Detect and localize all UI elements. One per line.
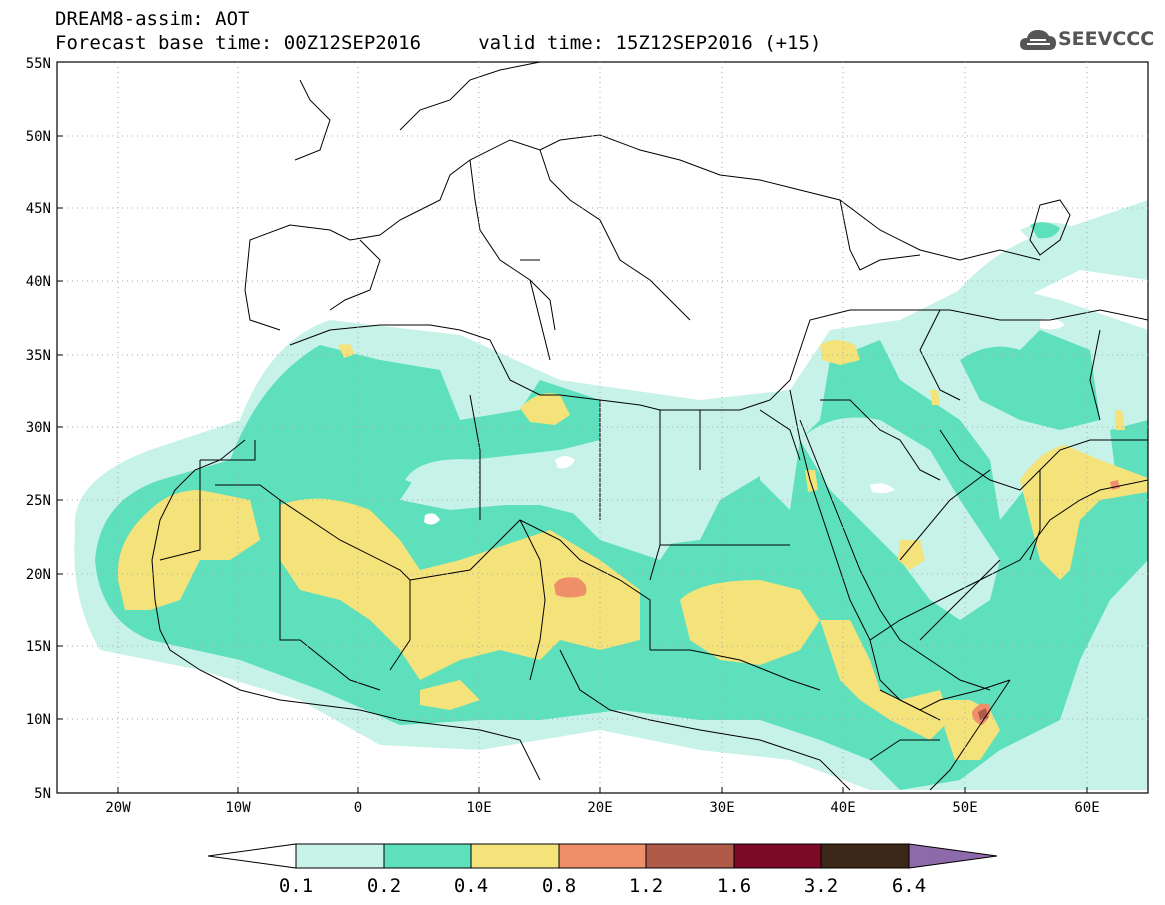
map-title: DREAM8-assim: AOT (55, 8, 250, 30)
lat-label: 35N (26, 348, 51, 364)
cloud-logo-icon (1020, 30, 1056, 50)
colorbar-swatch (470, 843, 560, 869)
lat-label: 5N (34, 786, 51, 802)
colorbar-swatch (383, 843, 472, 869)
aot-band-0.4-0.8 (117, 340, 1148, 760)
seevccc-logo-text: SEEVCCC (1058, 28, 1155, 50)
axis-ticks (57, 135, 1088, 793)
longitude-labels: 20W 10W 0 10E 20E 30E 40E 50E 60E (105, 800, 1099, 816)
colorbar-label: 1.2 (629, 875, 663, 897)
lat-label: 55N (26, 56, 51, 72)
lat-label: 45N (26, 201, 51, 217)
colorbar-swatch (645, 843, 735, 869)
lat-label: 25N (26, 493, 51, 509)
lon-label: 30E (709, 800, 734, 816)
colorbar-swatch (295, 843, 385, 869)
lon-label: 0 (354, 800, 362, 816)
lon-label: 10W (225, 800, 251, 816)
colorbar-label: 0.8 (542, 875, 576, 897)
latitude-labels: 55N 50N 45N 40N 35N 30N 25N 20N 15N 10N … (26, 56, 51, 802)
aot-band-0.1-0.2-inner (405, 410, 1000, 620)
gridlines (57, 62, 1148, 793)
lat-label: 30N (26, 420, 51, 436)
colorbar-swatch (558, 843, 647, 869)
aot-field (74, 62, 1148, 791)
colorbar-swatch (733, 843, 822, 869)
colorbar-lower-arrow (207, 843, 297, 869)
lat-label: 20N (26, 567, 51, 583)
forecast-time-subtitle: Forecast base time: 00Z12SEP2016 valid t… (55, 32, 822, 54)
lon-label: 20E (587, 800, 612, 816)
colorbar-upper-arrow (908, 843, 998, 869)
colorbar-label: 0.2 (367, 875, 401, 897)
aot-below-0.1 (424, 318, 1065, 525)
colorbar (207, 843, 998, 869)
colorbar-label: 6.4 (892, 875, 926, 897)
lat-label: 50N (26, 129, 51, 145)
lon-label: 50E (952, 800, 977, 816)
lat-label: 10N (26, 712, 51, 728)
lat-label: 40N (26, 274, 51, 290)
colorbar-label: 0.4 (454, 875, 488, 897)
colorbar-label: 1.6 (717, 875, 751, 897)
lon-label: 10E (466, 800, 491, 816)
colorbar-swatch (820, 843, 910, 869)
lon-label: 20W (105, 800, 131, 816)
colorbar-label: 0.1 (279, 875, 313, 897)
lat-label: 15N (26, 639, 51, 655)
colorbar-label: 3.2 (804, 875, 838, 897)
lon-label: 60E (1074, 800, 1099, 816)
coastlines-borders (151, 62, 1148, 791)
colorbar-labels: 0.1 0.2 0.4 0.8 1.2 1.6 3.2 6.4 (279, 875, 926, 897)
lon-label: 40E (830, 800, 855, 816)
